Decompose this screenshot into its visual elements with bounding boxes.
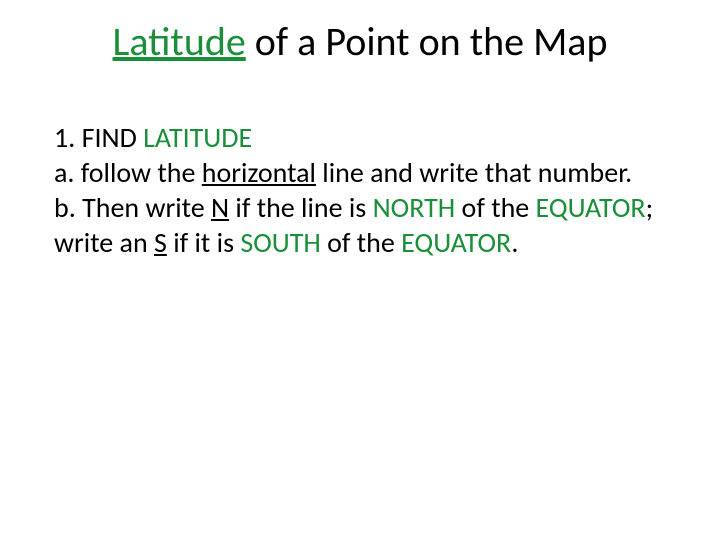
step-number: 1. bbox=[54, 120, 82, 155]
a-prefix: a. follow the bbox=[54, 155, 202, 190]
step-1a: a. follow the horizontal line and write … bbox=[54, 155, 666, 190]
slide: Latitude of a Point on the Map 1. FIND L… bbox=[0, 0, 720, 540]
b-mid4: of the bbox=[321, 225, 401, 260]
b-mid1: if the line is bbox=[229, 190, 373, 225]
b-equator2: EQUATOR bbox=[401, 225, 511, 260]
b-mid2: of the bbox=[455, 190, 535, 225]
step-find: FIND bbox=[82, 120, 144, 155]
step-1b: b. Then write N if the line is NORTH of … bbox=[54, 190, 666, 260]
title-keyword: Latitude bbox=[113, 17, 246, 66]
slide-title: Latitude of a Point on the Map bbox=[0, 20, 720, 64]
slide-body: 1. FIND LATITUDE a. follow the horizonta… bbox=[54, 120, 666, 260]
b-period: . bbox=[511, 225, 518, 260]
b-north: NORTH bbox=[373, 190, 456, 225]
step-1-heading: 1. FIND LATITUDE bbox=[54, 120, 666, 155]
b-s-letter: S bbox=[154, 225, 167, 260]
b-prefix: b. Then write bbox=[54, 190, 211, 225]
a-after: line and write that number. bbox=[316, 155, 632, 190]
b-n-letter: N bbox=[211, 190, 229, 225]
a-horizontal: horizontal bbox=[202, 155, 316, 190]
b-equator1: EQUATOR bbox=[536, 190, 646, 225]
b-south: SOUTH bbox=[240, 225, 320, 260]
step-latitude: LATITUDE bbox=[143, 120, 252, 155]
b-mid3: if it is bbox=[167, 225, 240, 260]
title-rest: of a Point on the Map bbox=[246, 17, 608, 66]
